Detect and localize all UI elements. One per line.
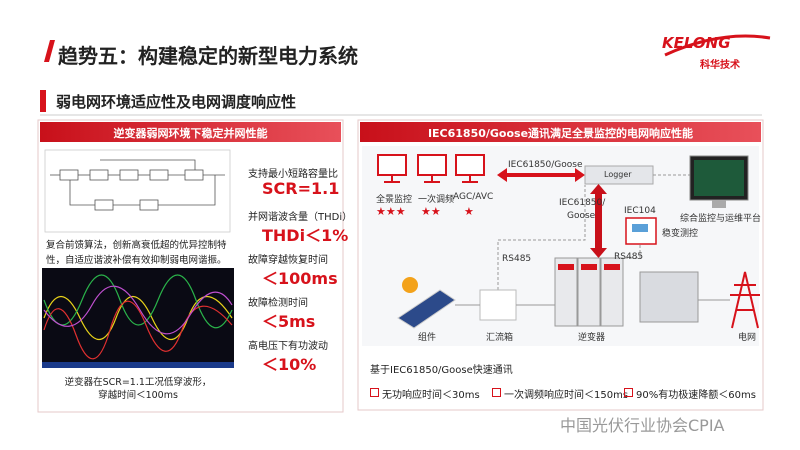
diagram-label: ★★	[421, 205, 441, 218]
logo-swoosh	[664, 34, 771, 57]
metric-value: ＜5ms	[262, 312, 316, 331]
platform-display	[694, 160, 744, 196]
metric-value: SCR=1.1	[262, 179, 340, 198]
diagram-label: 全景监控	[376, 195, 413, 205]
platform-stand	[712, 200, 726, 208]
diagram-label: IEC61850/	[559, 198, 606, 208]
metric-label: 故障穿越恢复时间	[248, 255, 328, 266]
control-diagram	[44, 149, 231, 233]
scope-bar	[42, 362, 234, 368]
inverter-cabinets	[554, 257, 624, 327]
controller-screen	[632, 224, 648, 232]
bullet: 90%有功极速降额＜60ms	[624, 386, 756, 401]
metric-label: 故障检测时间	[248, 298, 308, 309]
diagram-label: RS485	[614, 252, 644, 262]
title: 趋势五：构建稳定的新型电力系统	[58, 44, 358, 68]
diagram-label: ★	[464, 205, 474, 218]
right-header-bar	[360, 122, 761, 142]
caption-line: 穿越时间＜100ms	[98, 390, 178, 401]
bullet: 无功响应时间＜30ms	[370, 386, 480, 401]
diagram-label: 综合监控与运维平台	[680, 214, 762, 224]
left-header: 逆变器弱网环境下稳定并网性能	[113, 127, 268, 140]
metric-value: ＜10%	[262, 355, 317, 374]
waveform-image	[42, 268, 234, 368]
monitor-icons	[377, 154, 485, 183]
logo-cn: 科华技术	[700, 60, 740, 71]
diagram-label: 一次调频	[418, 195, 455, 205]
right-header: IEC61850/Goose通讯满足全景监控的电网响应性能	[427, 127, 694, 140]
diagram-label: AGC/AVC	[453, 192, 494, 202]
logo-text: KELONG	[662, 34, 731, 52]
diagram-label: 电网	[738, 333, 757, 343]
diagram-label: 组件	[418, 333, 437, 343]
section-marker	[40, 90, 46, 112]
diagram-label: 逆变器	[578, 333, 606, 343]
bullet: 一次调频响应时间＜150ms	[492, 386, 628, 401]
diagram-label: IEC61850/Goose	[508, 160, 583, 170]
diagram-label: ★★★	[376, 205, 406, 218]
combiner-box	[479, 289, 517, 321]
section-title: 弱电网环境适应性及电网调度响应性	[56, 93, 297, 111]
diagram-label: RS485	[502, 254, 532, 264]
metric-label: 高电压下有功波动	[248, 341, 328, 352]
diagram-label: 汇流箱	[486, 333, 514, 343]
left-header-bar	[40, 122, 341, 142]
transformer	[639, 271, 699, 323]
vertical-arrow	[590, 184, 607, 258]
watermark: 中国光伏行业协会CPIA	[560, 416, 725, 435]
diagram-label: Goose	[567, 211, 596, 221]
metric-value: THDi＜1%	[262, 226, 349, 245]
description: 复合前馈算法，创新高衰低超的优异控制特性，自适应谐波补偿有效抑制弱电网谐振。	[46, 240, 227, 266]
diagram-label: IEC104	[624, 206, 656, 216]
solar-panel	[397, 277, 456, 329]
grid-tower	[730, 271, 760, 329]
diagram-label: Logger	[604, 170, 632, 179]
footer-note: 基于IEC61850/Goose快速通讯	[370, 365, 513, 376]
waveforms	[43, 274, 233, 360]
diagram-label: 稳变测控	[662, 229, 699, 239]
title-slash	[44, 40, 55, 62]
double-arrow	[497, 168, 585, 182]
metric-value: ＜100ms	[262, 269, 338, 288]
metric-label: 并网谐波含量（THDi）	[248, 212, 353, 223]
metric-label: 支持最小短路容量比	[248, 169, 338, 180]
caption-line: 逆变器在SCR=1.1工况低穿波形，	[64, 377, 212, 388]
